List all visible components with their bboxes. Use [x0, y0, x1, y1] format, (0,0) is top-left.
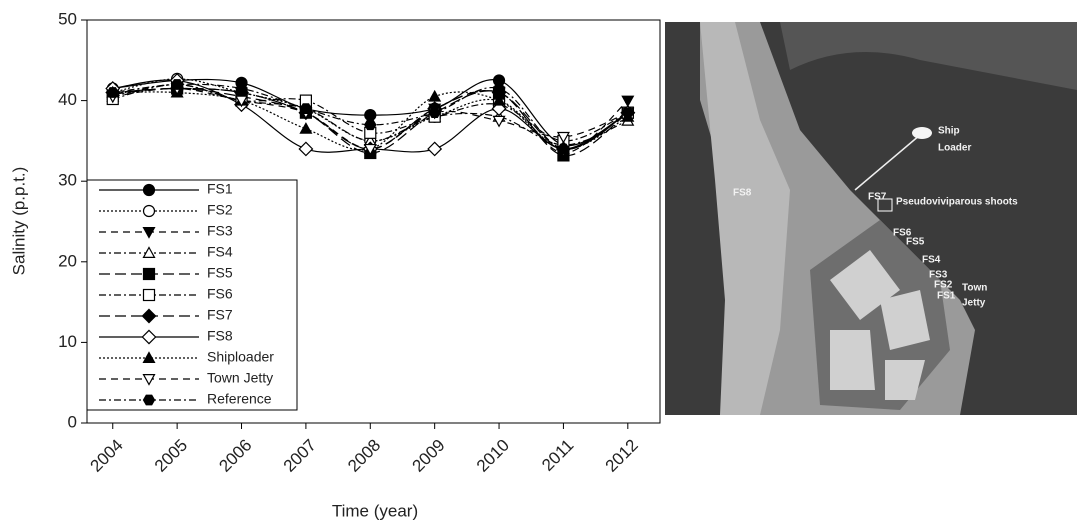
y-tick-label: 50 — [58, 9, 77, 28]
y-tick-label: 0 — [68, 412, 77, 431]
marker — [299, 122, 313, 134]
legend-label: Town Jetty — [207, 370, 273, 386]
y-tick-label: 10 — [58, 332, 77, 351]
map-spit — [700, 22, 790, 415]
map-label: FS4 — [922, 255, 941, 266]
legend-label: FS7 — [207, 307, 233, 323]
x-tick-label: 2009 — [408, 436, 448, 476]
marker — [142, 394, 156, 406]
series-line — [112, 83, 629, 142]
marker — [141, 329, 157, 345]
map-jetty — [854, 134, 921, 191]
marker — [142, 246, 156, 258]
x-tick-label: 2011 — [538, 436, 577, 475]
x-tick-label: 2004 — [87, 436, 127, 476]
map-label: Loader — [938, 143, 971, 154]
marker — [170, 79, 184, 90]
x-tick-label: 2008 — [344, 436, 384, 476]
legend-label: FS3 — [207, 223, 233, 239]
marker — [428, 107, 441, 119]
map-label: FS8 — [733, 188, 752, 199]
marker — [141, 308, 157, 324]
marker — [491, 101, 507, 117]
marker — [364, 109, 377, 122]
marker — [427, 141, 443, 157]
legend-label: FS2 — [207, 202, 233, 218]
marker — [142, 374, 156, 386]
marker — [556, 131, 570, 144]
y-tick-label: 20 — [58, 251, 77, 270]
legend-label: FS8 — [207, 328, 233, 344]
x-tick-label: 2007 — [280, 436, 320, 476]
x-tick-label: 2005 — [151, 436, 191, 476]
marker — [299, 103, 313, 115]
legend-label: FS1 — [207, 181, 233, 197]
legend-label: FS6 — [207, 286, 233, 302]
marker — [142, 267, 156, 281]
marker — [492, 93, 506, 106]
marker — [621, 107, 635, 119]
marker — [142, 288, 156, 302]
map-label: FS1 — [937, 291, 956, 302]
map-pond — [830, 250, 930, 400]
series-line — [112, 83, 629, 150]
marker — [557, 143, 570, 155]
marker — [142, 227, 156, 239]
x-axis-label: Time (year) — [332, 501, 418, 520]
x-tick-label: 2006 — [215, 436, 255, 476]
marker — [364, 119, 377, 131]
map-ship-loader — [912, 127, 932, 139]
map-label: FS5 — [906, 237, 925, 248]
map-label: FS3 — [929, 270, 948, 281]
marker — [492, 115, 506, 128]
map-label: FS2 — [934, 280, 953, 291]
map-box — [877, 198, 893, 212]
legend-label: FS4 — [207, 244, 233, 260]
series-line — [112, 87, 629, 150]
marker — [142, 183, 156, 197]
legend-label: FS5 — [207, 265, 233, 281]
legend-label: Reference — [207, 391, 272, 407]
y-axis-label: Salinity (p.p.t.) — [9, 167, 28, 276]
y-tick-label: 40 — [58, 90, 77, 109]
legend-label: Shiploader — [207, 349, 274, 365]
x-tick-label: 2010 — [473, 436, 513, 476]
marker — [621, 95, 635, 108]
map-label: FS7 — [868, 192, 887, 203]
marker — [142, 351, 156, 363]
marker — [298, 141, 314, 157]
marker — [492, 83, 506, 94]
map-label: Ship — [938, 126, 960, 137]
marker — [363, 143, 377, 156]
x-tick-label: 2012 — [602, 436, 642, 476]
marker — [428, 89, 442, 102]
map-label: Jetty — [962, 298, 986, 309]
y-tick-label: 30 — [58, 171, 77, 190]
marker — [142, 204, 156, 218]
map-label: FS6 — [893, 228, 912, 239]
marker — [234, 95, 249, 108]
map-water — [780, 22, 1077, 90]
map-label: Town — [962, 283, 987, 294]
map-label: Pseudoviviparous shoots — [896, 197, 1018, 208]
marker — [235, 83, 248, 94]
marker — [106, 87, 119, 98]
